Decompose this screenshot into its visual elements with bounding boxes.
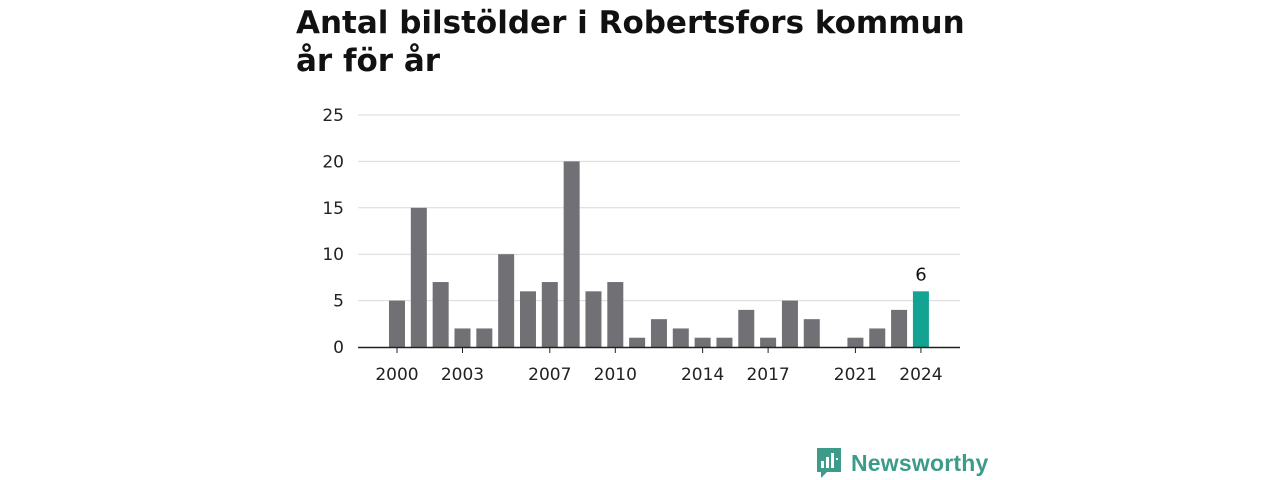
bar-2016	[738, 309, 755, 347]
bar-2017	[760, 337, 777, 347]
bars	[389, 161, 929, 347]
bar-2018	[781, 300, 798, 347]
bar-2011	[629, 337, 646, 347]
bar-2007	[541, 282, 558, 347]
newsworthy-brand: Newsworthy	[815, 446, 988, 480]
data-label-2024: 6	[915, 264, 926, 285]
x-axis-labels: 2000 2003 2007 2010 2014 2017 2021 2024	[375, 365, 942, 385]
x-axis	[358, 346, 960, 353]
bar-2008	[563, 161, 580, 347]
y-tick-label: 0	[333, 338, 344, 358]
y-tick-label: 20	[322, 152, 344, 172]
newsworthy-logo-icon	[817, 448, 841, 478]
y-tick-label: 25	[322, 106, 344, 126]
bar-2006	[519, 291, 536, 347]
bar-2021	[847, 337, 864, 347]
x-tick-label: 2003	[441, 365, 484, 385]
x-tick-label: 2024	[899, 365, 942, 385]
bar-2015	[716, 337, 733, 347]
data-labels: 6	[915, 264, 926, 285]
bar-2005	[498, 254, 515, 347]
bar-2024	[912, 291, 929, 347]
x-tick-label: 2021	[834, 365, 877, 385]
bar-2014	[694, 337, 711, 347]
y-tick-label: 5	[333, 292, 344, 312]
bar-2002	[432, 282, 449, 347]
bar-2019	[803, 319, 820, 347]
y-tick-label: 15	[322, 199, 344, 219]
x-tick-label: 2017	[746, 365, 789, 385]
chart-title: Antal bilstölder i Robertsfors kommun år…	[296, 5, 965, 79]
bar-2009	[585, 291, 602, 347]
brand-name: Newsworthy	[851, 449, 989, 476]
bar-2023	[891, 309, 908, 347]
y-tick-label: 10	[322, 245, 344, 265]
gridlines	[358, 114, 960, 302]
x-tick-label: 2014	[681, 365, 724, 385]
bar-2001	[410, 207, 427, 347]
bar-2003	[454, 328, 471, 347]
x-tick-label: 2010	[594, 365, 637, 385]
x-tick-label: 2007	[528, 365, 571, 385]
bar-2012	[650, 319, 667, 347]
y-axis-labels: 0 5 10 15 20 25	[322, 106, 344, 358]
bar-2004	[476, 328, 493, 347]
x-tick-label: 2000	[375, 365, 418, 385]
bar-2000	[389, 300, 405, 347]
bar-2013	[672, 328, 689, 347]
bar-2022	[869, 328, 886, 347]
bar-2010	[607, 282, 624, 347]
